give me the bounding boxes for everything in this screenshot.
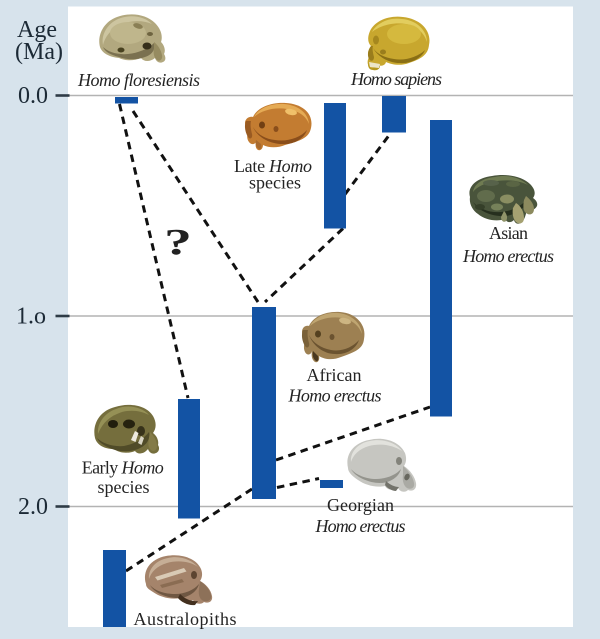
svg-text:African: African — [307, 365, 362, 385]
svg-text:2.0: 2.0 — [18, 494, 48, 520]
svg-text:Early Homo: Early Homo — [82, 458, 164, 478]
svg-text:Asian: Asian — [489, 223, 528, 243]
svg-text:Georgian: Georgian — [327, 495, 394, 515]
svg-text:species: species — [249, 173, 301, 193]
svg-text:?: ? — [164, 222, 192, 263]
svg-text:species: species — [98, 477, 150, 497]
svg-text:0.0: 0.0 — [18, 83, 48, 109]
svg-text:Australopiths: Australopiths — [134, 609, 237, 629]
svg-text:Age: Age — [17, 17, 57, 43]
svg-text:Homo sapiens: Homo sapiens — [350, 69, 442, 89]
svg-text:Homo erectus: Homo erectus — [288, 386, 382, 406]
svg-text:Homo erectus: Homo erectus — [462, 246, 554, 266]
svg-text:(Ma): (Ma) — [15, 39, 63, 65]
svg-text:Homo floresiensis: Homo floresiensis — [77, 70, 200, 90]
svg-text:Homo erectus: Homo erectus — [315, 516, 406, 536]
svg-text:Late Homo: Late Homo — [234, 156, 312, 176]
svg-text:1.o: 1.o — [16, 304, 46, 330]
